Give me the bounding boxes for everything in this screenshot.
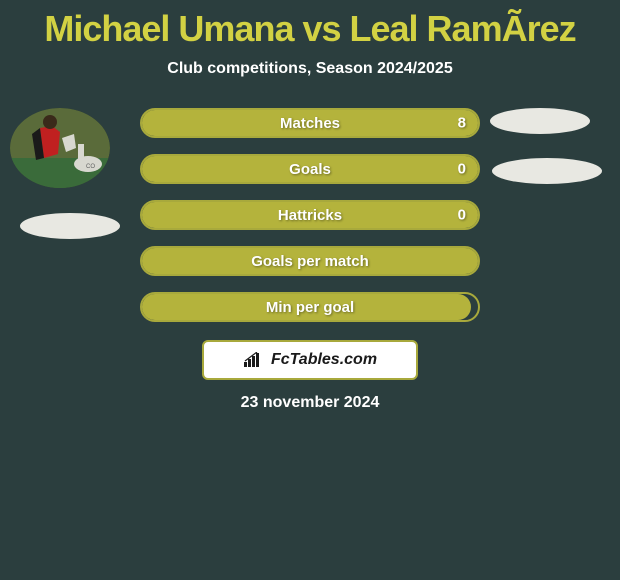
stat-row-min-per-goal: Min per goal [140, 292, 480, 322]
avatar-photo-icon: CO [10, 108, 110, 188]
stat-row-goals: Goals 0 [140, 154, 480, 184]
footer-date: 23 november 2024 [0, 394, 620, 412]
player-left-name-placeholder [20, 213, 120, 239]
player-left-avatar: CO [10, 108, 110, 188]
player-right-avatar-placeholder [490, 108, 590, 134]
stat-row-matches: Matches 8 [140, 108, 480, 138]
stat-value: 0 [458, 161, 466, 178]
stat-label: Min per goal [266, 299, 354, 316]
stat-label: Goals per match [251, 253, 369, 270]
page-subtitle: Club competitions, Season 2024/2025 [0, 60, 620, 78]
stat-label: Matches [280, 115, 340, 132]
stat-row-hattricks: Hattricks 0 [140, 200, 480, 230]
player-right-name-placeholder [492, 158, 602, 184]
stat-label: Goals [289, 161, 331, 178]
stat-row-goals-per-match: Goals per match [140, 246, 480, 276]
stat-value: 8 [458, 115, 466, 132]
page-title: Michael Umana vs Leal RamÃ­rez [0, 0, 620, 50]
bar-chart-icon [243, 352, 263, 368]
stats-list: Matches 8 Goals 0 Hattricks 0 Goals per … [140, 108, 480, 322]
comparison-content: CO Matches 8 Goals 0 Hattricks 0 Goals p… [0, 108, 620, 412]
brand-text: FcTables.com [271, 351, 377, 369]
brand-badge[interactable]: FcTables.com [202, 340, 418, 380]
stat-value: 0 [458, 207, 466, 224]
stat-label: Hattricks [278, 207, 342, 224]
svg-text:CO: CO [86, 164, 95, 170]
